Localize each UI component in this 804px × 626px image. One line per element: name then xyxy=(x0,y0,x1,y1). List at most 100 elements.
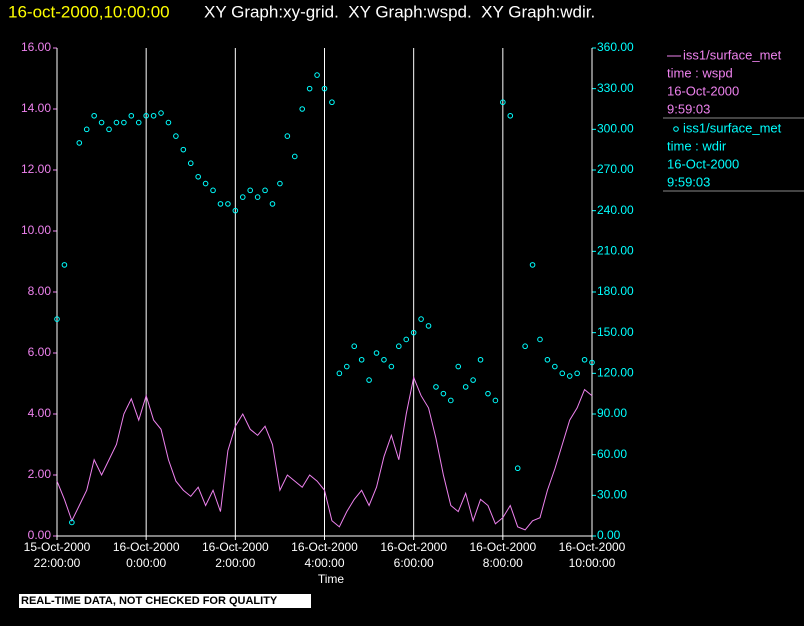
y2-tick-label: 210.00 xyxy=(597,244,634,258)
legend-label: iss1/surface_met xyxy=(683,47,782,62)
wdir-point xyxy=(291,153,298,160)
wdir-point xyxy=(247,187,253,194)
wdir-point xyxy=(217,201,224,207)
y-tick-label: 2.00 xyxy=(28,467,52,481)
wdir-point xyxy=(448,397,454,404)
wdir-point xyxy=(381,356,387,363)
chart-subtitle: XY Graph:xy-grid. XY Graph:wspd. XY Grap… xyxy=(204,2,595,21)
footer-box xyxy=(19,594,311,608)
wdir-point xyxy=(98,119,105,126)
wdir-point xyxy=(210,187,216,194)
wdir-point xyxy=(158,110,164,116)
wdir-point xyxy=(165,119,172,126)
x-tick-label: 15-Oct-2000 22:00:00 xyxy=(24,540,91,570)
wdir-point xyxy=(150,112,157,119)
x-axis-label: Time xyxy=(318,572,345,586)
wdir-point xyxy=(180,146,187,153)
wdir-point xyxy=(143,112,149,119)
wdir-point xyxy=(477,356,484,363)
y-tick-label: 0.00 xyxy=(28,528,52,542)
y2-tick-label: 0.00 xyxy=(597,528,621,542)
wdir-point xyxy=(514,465,521,472)
wdir-point xyxy=(358,356,365,363)
wdir-point xyxy=(306,85,313,92)
wdir-point xyxy=(277,180,283,187)
wdir-point xyxy=(76,140,83,146)
y-tick-label: 4.00 xyxy=(28,406,52,420)
legend-detail: 9:59:03 xyxy=(667,101,710,116)
x-tick-label: 16-Oct-2000 0:00:00 xyxy=(113,540,180,570)
wdir-point xyxy=(336,370,343,377)
wdir-point xyxy=(410,329,417,336)
wdir-point xyxy=(113,119,120,126)
wdir-point xyxy=(418,316,424,322)
wdir-point xyxy=(225,201,231,207)
wdir-point xyxy=(552,363,558,370)
legend-detail: time : wspd xyxy=(667,65,733,80)
wdir-point xyxy=(69,519,75,526)
legend-marker xyxy=(673,126,679,132)
wdir-point xyxy=(433,384,439,390)
wdir-point xyxy=(187,160,194,167)
wdir-point xyxy=(537,336,543,343)
wdir-point xyxy=(329,99,335,106)
wdir-point xyxy=(366,377,372,383)
wdir-point xyxy=(470,377,476,383)
wdir-point xyxy=(403,336,410,343)
legend-label: iss1/surface_met xyxy=(683,120,782,135)
wdir-point xyxy=(254,194,261,200)
wdir-point xyxy=(83,126,90,133)
wdir-point xyxy=(61,262,68,268)
x-tick-label: 16-Oct-2000 8:00:00 xyxy=(469,540,536,570)
wdir-point xyxy=(396,343,402,350)
wdir-point xyxy=(284,133,291,139)
wspd-line xyxy=(56,375,593,531)
y2-tick-label: 240.00 xyxy=(597,203,634,217)
x-tick-label: 16-Oct-2000 10:00:00 xyxy=(559,540,626,570)
y2-tick-label: 120.00 xyxy=(597,366,634,380)
wdir-point xyxy=(128,112,135,119)
chart-title: 16-oct-2000,10:00:00 xyxy=(8,2,170,21)
wdir-point xyxy=(566,373,573,379)
wdir-point xyxy=(239,194,246,200)
y-tick-label: 16.00 xyxy=(21,40,51,54)
wdir-point xyxy=(440,390,447,397)
wdir-point xyxy=(195,173,201,180)
y2-tick-label: 270.00 xyxy=(597,162,634,176)
wdir-point xyxy=(314,72,320,78)
y-tick-label: 8.00 xyxy=(28,284,52,298)
y-tick-label: 10.00 xyxy=(21,223,51,237)
x-tick-label: 16-Oct-2000 2:00:00 xyxy=(202,540,269,570)
y2-tick-label: 30.00 xyxy=(597,488,627,502)
wdir-point xyxy=(492,397,499,404)
wdir-point xyxy=(485,390,491,397)
wdir-point xyxy=(106,126,112,133)
wdir-point xyxy=(373,350,380,356)
y2-tick-label: 300.00 xyxy=(597,122,634,136)
wdir-point xyxy=(321,85,328,92)
wdir-point xyxy=(507,112,514,119)
wdir-point xyxy=(425,323,432,329)
wdir-point xyxy=(462,384,469,390)
wdir-point xyxy=(388,363,395,370)
x-tick-label: 16-Oct-2000 4:00:00 xyxy=(291,540,358,570)
wdir-point xyxy=(500,99,506,106)
x-tick-label: 16-Oct-2000 6:00:00 xyxy=(380,540,447,570)
legend-detail: 16-Oct-2000 xyxy=(667,83,739,98)
y2-tick-label: 180.00 xyxy=(597,284,634,298)
legend-detail: 16-Oct-2000 xyxy=(667,156,739,171)
y-tick-label: 12.00 xyxy=(21,162,51,176)
y2-tick-label: 360.00 xyxy=(597,40,634,54)
y2-tick-label: 150.00 xyxy=(597,325,634,339)
legend-detail: 9:59:03 xyxy=(667,174,710,189)
wdir-point xyxy=(343,363,350,370)
y2-tick-label: 330.00 xyxy=(597,81,634,95)
wdir-point xyxy=(135,119,142,126)
wdir-point xyxy=(269,201,276,207)
wdir-point xyxy=(589,359,595,366)
wdir-point xyxy=(559,370,566,377)
y2-tick-label: 60.00 xyxy=(597,447,627,461)
wdir-point xyxy=(262,187,268,194)
